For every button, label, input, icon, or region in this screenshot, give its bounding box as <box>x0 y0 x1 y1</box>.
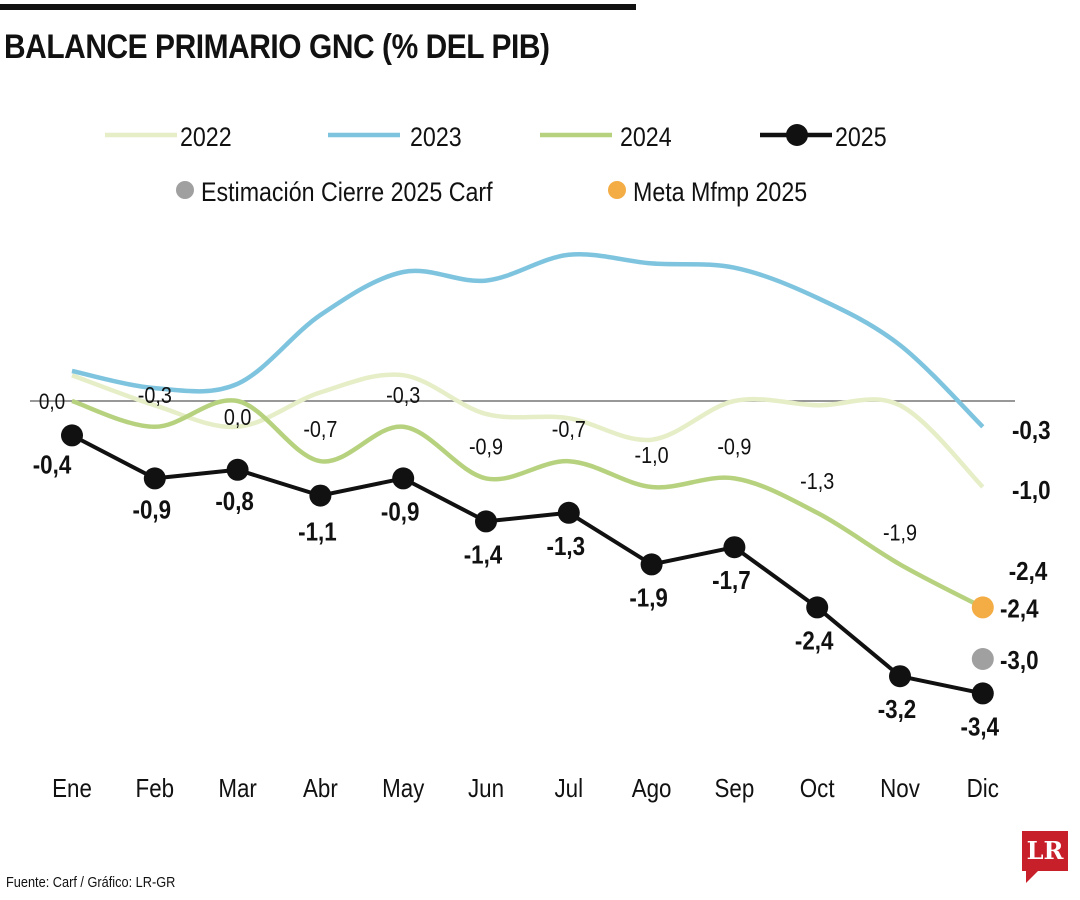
chart-title: BALANCE PRIMARIO GNC (% DEL PIB) <box>4 28 550 66</box>
x-tick-Abr: Abr <box>303 774 338 803</box>
legend-label-meta: Meta Mfmp 2025 <box>633 177 807 207</box>
legend-label-2022: 2022 <box>180 122 232 152</box>
x-tick-Oct: Oct <box>800 774 835 803</box>
x-tick-Mar: Mar <box>218 774 256 803</box>
x-tick-Ene: Ene <box>52 774 92 803</box>
point-2025-Nov <box>889 665 911 688</box>
x-tick-Dic: Dic <box>967 774 999 803</box>
label-2024-Dic: -2,4 <box>1009 557 1048 586</box>
label-2023-Dic: -0,3 <box>1012 416 1051 445</box>
point-2025-Mar <box>226 458 249 481</box>
point-2025-Oct <box>806 596 829 619</box>
label-2025-Jun: -1,4 <box>464 541 503 570</box>
point-2025-Jun <box>475 510 497 533</box>
series-line-2023 <box>71 252 985 429</box>
label-meta: -2,4 <box>1000 595 1039 624</box>
label-2025-May: -0,9 <box>381 498 420 527</box>
label-2025-Jul: -1,3 <box>547 532 586 561</box>
x-tick-Ago: Ago <box>632 774 672 803</box>
label-2025-Sep: -1,7 <box>712 567 751 596</box>
label-2024-Abr: -0,7 <box>303 417 337 443</box>
label-2024-Jul: -0,7 <box>552 417 586 443</box>
lr-logo: LR <box>1022 831 1068 883</box>
legend-label-2025: 2025 <box>835 122 887 152</box>
marker-meta <box>971 596 994 619</box>
x-tick-Nov: Nov <box>880 774 921 803</box>
legend-marker-meta <box>608 181 626 199</box>
point-2025-Feb <box>143 467 166 490</box>
series-line-2024 <box>71 398 984 610</box>
label-2025-Mar: -0,8 <box>215 487 254 516</box>
point-2025-Sep <box>723 536 746 559</box>
label-2022-Dic: -1,0 <box>1012 476 1051 505</box>
point-2025-Ene <box>61 424 83 447</box>
legend-label-estimacion: Estimación Cierre 2025 Carf <box>201 177 493 207</box>
label-2025-Oct: -2,4 <box>795 627 834 656</box>
label-2024-Sep: -0,9 <box>717 434 751 460</box>
title-bar-rule <box>0 4 636 10</box>
point-2025-Jul <box>557 501 580 524</box>
series-line-2025 <box>71 433 984 696</box>
legend-marker-estimacion <box>176 181 194 199</box>
legend-marker-2025 <box>786 124 808 146</box>
label-2025-Dic: -3,4 <box>961 713 1000 742</box>
label-2024-Ago: -1,0 <box>635 443 669 469</box>
x-tick-Feb: Feb <box>136 774 175 803</box>
point-2025-Dic <box>971 682 994 705</box>
legend-label-2023: 2023 <box>410 122 462 152</box>
label-2025-Ago: -1,9 <box>629 584 668 613</box>
x-tick-Sep: Sep <box>715 774 755 803</box>
marker-estimacion <box>971 648 994 670</box>
label-2025-Nov: -3,2 <box>878 696 917 725</box>
label-2024-Mar: 0,0 <box>224 405 252 431</box>
source-note: Fuente: Carf / Gráfico: LR-GR <box>6 874 176 891</box>
label-2025-Abr: -1,1 <box>298 518 337 547</box>
point-2025-May <box>392 467 415 490</box>
label-2025-Ene: -0,4 <box>33 451 72 480</box>
legend-label-2024: 2024 <box>620 122 672 152</box>
label-2025-Feb: -0,9 <box>133 496 172 525</box>
label-2024-Nov: -1,9 <box>883 520 917 546</box>
label-2024-Oct: -1,3 <box>800 468 834 494</box>
label-estimacion: -3,0 <box>1000 646 1039 675</box>
zero-label: 0,0 <box>39 390 65 415</box>
label-2024-Feb: -0,3 <box>138 382 172 408</box>
x-tick-Jul: Jul <box>555 774 584 803</box>
label-2024-May: -0,3 <box>386 382 420 408</box>
point-2025-Abr <box>309 484 332 507</box>
x-tick-Jun: Jun <box>468 774 504 803</box>
x-tick-May: May <box>382 774 425 803</box>
series-line-2022 <box>71 372 985 489</box>
point-2025-Ago <box>640 553 663 576</box>
label-2024-Jun: -0,9 <box>469 434 503 460</box>
